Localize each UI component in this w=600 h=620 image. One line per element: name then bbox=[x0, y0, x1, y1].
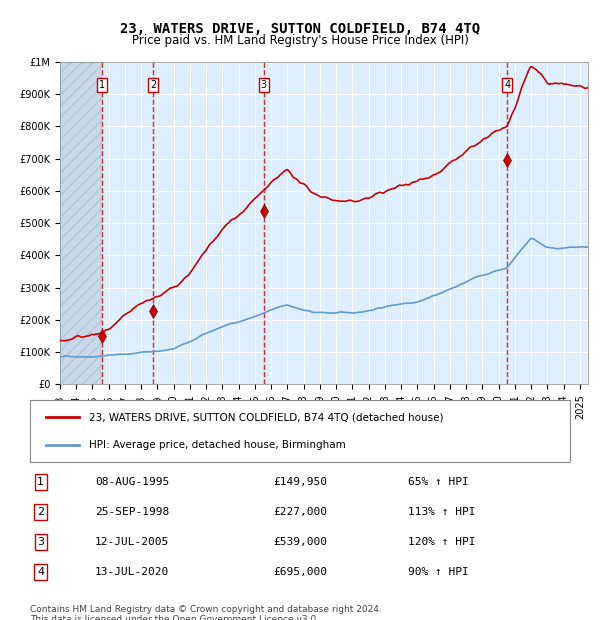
Text: 4: 4 bbox=[37, 567, 44, 577]
Text: 90% ↑ HPI: 90% ↑ HPI bbox=[408, 567, 469, 577]
Text: 113% ↑ HPI: 113% ↑ HPI bbox=[408, 507, 476, 517]
Text: 08-AUG-1995: 08-AUG-1995 bbox=[95, 477, 169, 487]
Text: 1: 1 bbox=[37, 477, 44, 487]
Text: 65% ↑ HPI: 65% ↑ HPI bbox=[408, 477, 469, 487]
Text: £149,950: £149,950 bbox=[273, 477, 327, 487]
Text: 23, WATERS DRIVE, SUTTON COLDFIELD, B74 4TQ: 23, WATERS DRIVE, SUTTON COLDFIELD, B74 … bbox=[120, 22, 480, 36]
Text: 12-JUL-2005: 12-JUL-2005 bbox=[95, 537, 169, 547]
Text: 1: 1 bbox=[99, 79, 106, 89]
Text: HPI: Average price, detached house, Birmingham: HPI: Average price, detached house, Birm… bbox=[89, 440, 346, 450]
Text: 25-SEP-1998: 25-SEP-1998 bbox=[95, 507, 169, 517]
FancyBboxPatch shape bbox=[30, 400, 570, 462]
Text: Price paid vs. HM Land Registry's House Price Index (HPI): Price paid vs. HM Land Registry's House … bbox=[131, 34, 469, 47]
Text: £695,000: £695,000 bbox=[273, 567, 327, 577]
Text: 2: 2 bbox=[37, 507, 44, 517]
Text: 120% ↑ HPI: 120% ↑ HPI bbox=[408, 537, 476, 547]
Text: 13-JUL-2020: 13-JUL-2020 bbox=[95, 567, 169, 577]
Text: Contains HM Land Registry data © Crown copyright and database right 2024.
This d: Contains HM Land Registry data © Crown c… bbox=[30, 604, 382, 620]
Text: 3: 3 bbox=[37, 537, 44, 547]
Text: 23, WATERS DRIVE, SUTTON COLDFIELD, B74 4TQ (detached house): 23, WATERS DRIVE, SUTTON COLDFIELD, B74 … bbox=[89, 412, 444, 422]
Text: 4: 4 bbox=[504, 79, 511, 89]
Text: 2: 2 bbox=[150, 79, 156, 89]
Text: £539,000: £539,000 bbox=[273, 537, 327, 547]
Text: £227,000: £227,000 bbox=[273, 507, 327, 517]
Bar bbox=[60, 62, 102, 384]
Text: 3: 3 bbox=[260, 79, 266, 89]
